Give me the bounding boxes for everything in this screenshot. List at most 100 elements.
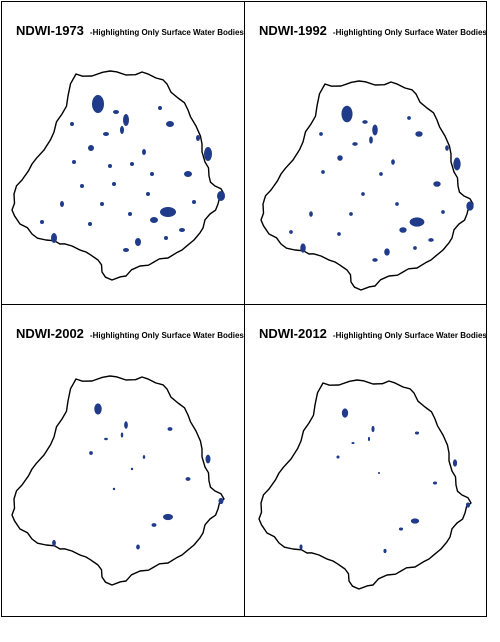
panel-title: NDWI-2002 -Highlighting Only Surface Wate… (16, 325, 244, 343)
water-body (371, 425, 375, 433)
watershed-map-1992 (260, 80, 474, 291)
water-body (299, 544, 303, 550)
water-body (130, 162, 134, 166)
water-body (164, 236, 168, 240)
water-body (369, 136, 373, 144)
water-body (433, 181, 441, 187)
water-body (146, 192, 150, 196)
water-body (124, 421, 128, 429)
panel-subtitle: -Highlighting Only Surface Water Bodies (89, 331, 244, 340)
water-body (51, 233, 57, 243)
water-body (120, 432, 124, 438)
ndwi-1973-panel: NDWI-1973 -Highlighting Only Surface Wate… (2, 2, 245, 305)
water-body (362, 120, 368, 124)
water-body (40, 220, 44, 224)
water-body (319, 132, 323, 136)
watershed-boundary (11, 375, 225, 586)
water-body (410, 518, 420, 524)
water-body (151, 523, 157, 527)
water-body (142, 455, 146, 459)
panel-subtitle: -Highlighting Only Surface Water Bodies (332, 28, 486, 37)
water-body (184, 171, 192, 177)
water-body (337, 232, 341, 236)
water-body (407, 116, 411, 120)
water-body (163, 513, 173, 521)
water-body (415, 131, 423, 137)
water-body (414, 431, 420, 435)
water-body (100, 202, 104, 206)
water-body (337, 155, 343, 161)
panel-title: NDWI-1973 -Highlighting Only Surface Wate… (16, 22, 244, 40)
water-body (465, 502, 471, 508)
water-body (123, 114, 129, 126)
water-body (349, 212, 353, 216)
water-body (428, 238, 434, 242)
water-body (205, 454, 211, 464)
watershed-boundary (11, 70, 225, 281)
water-body (367, 436, 371, 442)
water-body (192, 200, 196, 204)
water-body (341, 105, 353, 123)
water-body (217, 191, 225, 201)
water-body (128, 212, 132, 216)
panel-title: NDWI-2012 -Highlighting Only Surface Wate… (259, 325, 486, 343)
water-body (466, 201, 474, 211)
water-body (88, 145, 94, 151)
water-body (179, 228, 185, 232)
water-body (309, 211, 313, 217)
water-body (218, 497, 224, 505)
ndwi-1992-panel: NDWI-1992 -Highlighting Only Surface Wate… (245, 2, 486, 305)
water-body (383, 548, 387, 554)
water-body (112, 182, 116, 186)
watershed-map-2002 (11, 375, 225, 586)
water-body (185, 477, 191, 481)
water-body (150, 172, 154, 176)
water-body (413, 246, 417, 250)
water-body (300, 243, 306, 253)
water-body (399, 227, 407, 233)
water-body (112, 487, 116, 491)
water-body (88, 222, 92, 226)
watershed-boundary (260, 80, 474, 291)
panel-title: NDWI-1992 -Highlighting Only Surface Wate… (259, 22, 486, 40)
water-body (398, 527, 404, 531)
water-body (104, 437, 108, 441)
water-bodies (289, 105, 474, 262)
water-body (72, 160, 76, 164)
water-body (130, 467, 134, 471)
water-body (372, 124, 378, 136)
water-body (136, 544, 140, 550)
water-body (150, 217, 158, 223)
water-body (60, 201, 64, 207)
water-body (336, 455, 340, 459)
water-body (158, 106, 162, 110)
water-body (52, 539, 56, 547)
water-body (142, 149, 146, 155)
ndwi-panel-grid: NDWI-1973 -Highlighting Only Surface Wate… (1, 1, 487, 617)
water-body (92, 95, 104, 113)
water-body (384, 248, 390, 256)
water-body (352, 142, 358, 146)
water-body (120, 126, 124, 134)
water-body (432, 481, 438, 485)
water-body (379, 172, 383, 176)
water-body (94, 403, 102, 415)
water-body (166, 121, 174, 127)
water-body (123, 248, 129, 252)
water-body (445, 145, 449, 151)
water-body (341, 408, 349, 418)
watershed-boundary (258, 379, 472, 590)
panel-year-label: NDWI-1992 (259, 23, 327, 38)
water-body (80, 184, 84, 188)
water-body (103, 132, 109, 136)
ndwi-2002-panel: NDWI-2002 -Highlighting Only Surface Wate… (2, 305, 245, 616)
water-body (89, 451, 93, 455)
panel-subtitle: -Highlighting Only Surface Water Bodies (89, 28, 244, 37)
watershed-map-2012 (258, 379, 472, 590)
panel-year-label: NDWI-1973 (16, 23, 84, 38)
water-body (391, 159, 395, 165)
water-body (372, 258, 378, 262)
water-body (135, 238, 141, 246)
water-body (351, 441, 355, 445)
panel-year-label: NDWI-2012 (259, 326, 327, 341)
